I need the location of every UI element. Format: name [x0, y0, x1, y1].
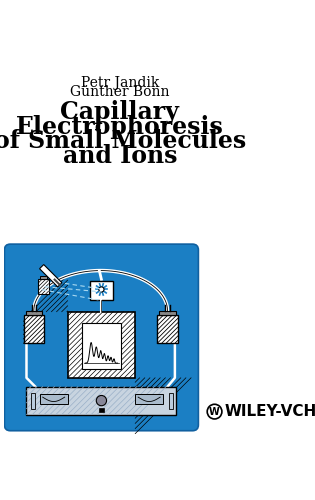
Bar: [26, 311, 42, 316]
Bar: [26, 386, 176, 414]
Text: of Small Molecules: of Small Molecules: [0, 130, 246, 154]
Bar: [82, 324, 121, 369]
Bar: [24, 316, 44, 344]
Ellipse shape: [99, 287, 104, 292]
Text: Günther Bonn: Günther Bonn: [70, 85, 169, 99]
Bar: [157, 316, 178, 344]
Bar: [90, 281, 113, 300]
Text: WILEY-VCH: WILEY-VCH: [224, 404, 315, 419]
Bar: [135, 394, 163, 404]
Text: Capillary: Capillary: [60, 100, 179, 124]
Polygon shape: [40, 264, 62, 287]
Bar: [99, 408, 104, 412]
FancyBboxPatch shape: [4, 244, 198, 430]
Ellipse shape: [96, 396, 106, 406]
Bar: [68, 312, 135, 378]
Bar: [40, 276, 47, 280]
Text: W: W: [209, 406, 220, 416]
Bar: [169, 392, 174, 408]
Text: and Ions: and Ions: [63, 144, 177, 168]
Bar: [38, 280, 49, 294]
Bar: [31, 392, 35, 408]
Text: Petr Jandik: Petr Jandik: [81, 76, 159, 90]
Bar: [40, 394, 68, 404]
Bar: [159, 311, 176, 316]
Text: Electrophoresis: Electrophoresis: [16, 114, 224, 138]
